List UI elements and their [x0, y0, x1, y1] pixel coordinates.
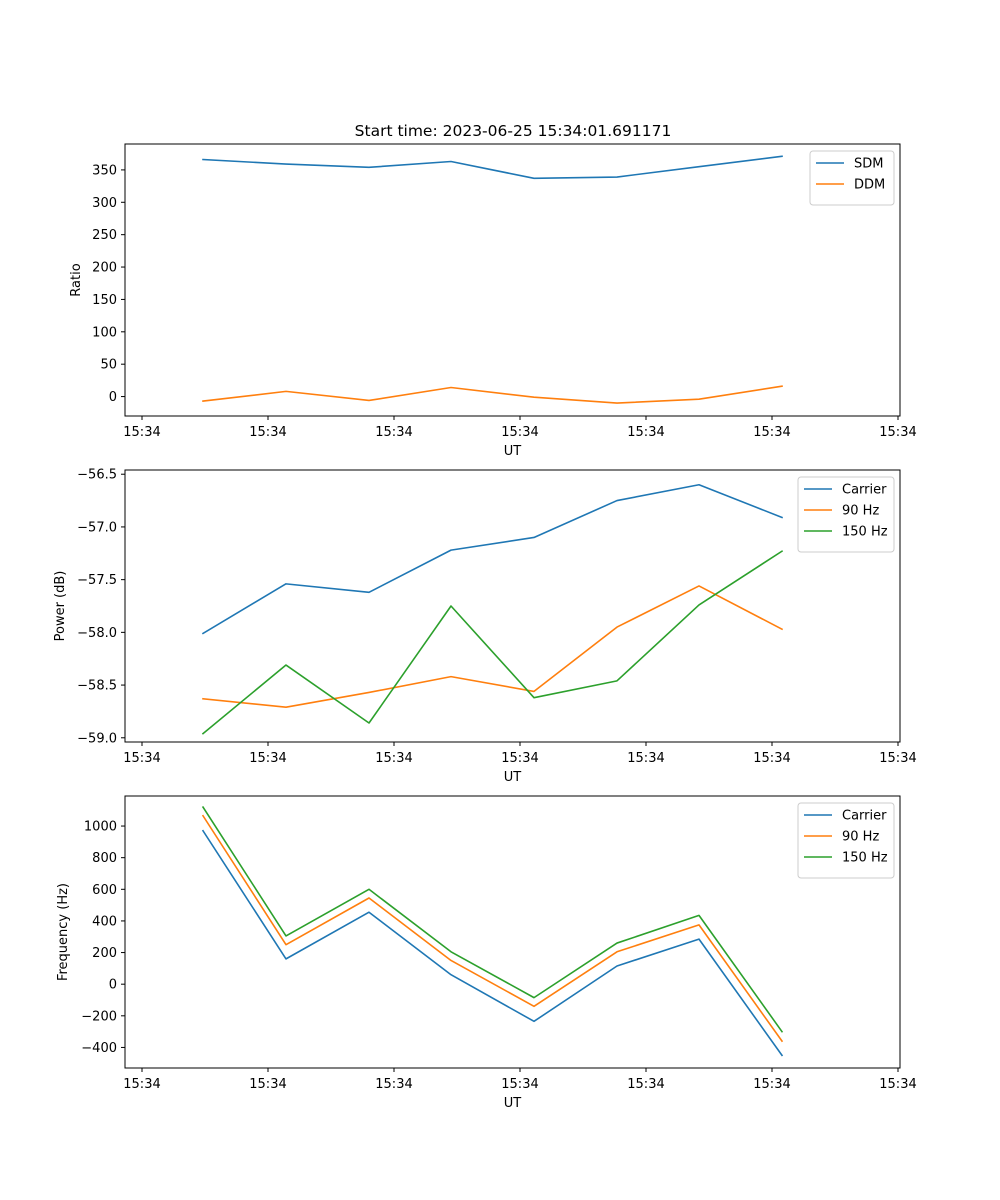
y-tick-label-ratio: 250 [92, 228, 117, 243]
y-tick-label-ratio: 50 [100, 358, 117, 373]
series-line-90-hz-power [202, 585, 784, 709]
panel-frequency: 15:34 15:34 15:34 15:34 15:34 15:34 15:34 −400 −… [56, 795, 917, 1111]
x-tick-label-frequency: 15:34 [375, 1077, 412, 1092]
x-axis-label-power: UT [504, 770, 522, 785]
x-tick-label-power: 15:34 [753, 751, 790, 766]
y-tick-label-ratio: 0 [109, 390, 117, 405]
x-tick-label-frequency: 15:34 [123, 1077, 160, 1092]
x-tick-label-power: 15:34 [123, 751, 160, 766]
y-tick-label-power: −56.5 [77, 468, 117, 483]
x-tick-label-frequency: 15:34 [753, 1077, 790, 1092]
x-tick-label-power: 15:34 [375, 751, 412, 766]
series-line-carrier-power [201, 483, 784, 635]
legend-ratio: SDM DDM [809, 150, 895, 206]
y-tick-label-power: −59.0 [77, 731, 117, 746]
legend-label-150-hz-power: 150 Hz [842, 525, 888, 540]
legend-label-ddm-ratio: DDM [854, 178, 885, 193]
series-line-carrier-frequency [201, 829, 784, 1057]
y-tick-label-frequency: 800 [92, 851, 117, 866]
panel-power: 15:34 15:34 15:34 15:34 15:34 15:34 15:34 −59.0… [53, 468, 917, 785]
chart-panels: 15:34 15:34 15:34 15:34 15:34 15:34 15:34 0 50 10… [53, 143, 917, 1111]
series-line-150-hz-power [201, 550, 784, 735]
x-tick-label-frequency: 15:34 [879, 1077, 916, 1092]
x-tick-label-ratio: 15:34 [627, 425, 664, 440]
y-tick-label-power: −57.0 [77, 520, 117, 535]
legend-label-carrier-frequency: Carrier [842, 809, 887, 824]
x-tick-label-frequency: 15:34 [501, 1077, 538, 1092]
x-axis-label-ratio: UT [504, 444, 522, 459]
x-tick-label-ratio: 15:34 [249, 425, 286, 440]
x-tick-label-power: 15:34 [627, 751, 664, 766]
y-tick-label-frequency: −200 [81, 1009, 117, 1024]
x-tick-label-ratio: 15:34 [501, 425, 538, 440]
y-tick-label-ratio: 100 [92, 325, 117, 340]
x-tick-label-ratio: 15:34 [123, 425, 160, 440]
y-axis-label-ratio: Ratio [69, 263, 84, 296]
y-tick-label-power: −58.5 [77, 679, 117, 694]
y-tick-label-frequency: 400 [92, 914, 117, 929]
x-tick-label-power: 15:34 [501, 751, 538, 766]
x-tick-label-frequency: 15:34 [627, 1077, 664, 1092]
legend-box-power [797, 476, 895, 553]
x-tick-label-power: 15:34 [879, 751, 916, 766]
legend-box-frequency [797, 802, 895, 879]
y-tick-label-frequency: 0 [109, 978, 117, 993]
axes-frame-frequency [124, 795, 901, 1069]
x-axis-label-frequency: UT [504, 1096, 522, 1111]
axes-frame-ratio [124, 143, 901, 417]
series-line-90-hz-frequency [201, 814, 784, 1043]
x-tick-label-ratio: 15:34 [753, 425, 790, 440]
x-tick-label-ratio: 15:34 [375, 425, 412, 440]
figure-title: Start time: 2023-06-25 15:34:01.691171 [355, 122, 672, 140]
y-tick-label-frequency: 1000 [84, 820, 117, 835]
legend-label-90-hz-frequency: 90 Hz [842, 830, 879, 845]
series-line-150-hz-frequency [201, 805, 784, 1033]
legend-box-ratio [809, 150, 895, 206]
y-tick-label-ratio: 350 [92, 163, 117, 178]
panel-ratio: 15:34 15:34 15:34 15:34 15:34 15:34 15:34 0 50 10… [69, 143, 917, 459]
y-tick-label-frequency: 600 [92, 883, 117, 898]
series-line-sdm-ratio [202, 155, 783, 180]
x-tick-label-ratio: 15:34 [879, 425, 916, 440]
legend-label-150-hz-frequency: 150 Hz [842, 851, 888, 866]
legend-label-sdm-ratio: SDM [854, 157, 883, 172]
legend-label-carrier-power: Carrier [842, 483, 887, 498]
legend-frequency: Carrier 90 Hz 150 Hz [797, 802, 895, 879]
series-line-ddm-ratio [202, 385, 783, 404]
x-tick-label-frequency: 15:34 [249, 1077, 286, 1092]
x-tick-label-power: 15:34 [249, 751, 286, 766]
y-axis-label-frequency: Frequency (Hz) [56, 883, 71, 981]
legend-label-90-hz-power: 90 Hz [842, 504, 879, 519]
y-tick-label-power: −58.0 [77, 626, 117, 641]
y-tick-label-ratio: 300 [92, 196, 117, 211]
axes-frame-power [124, 469, 901, 743]
y-tick-label-frequency: 200 [92, 946, 117, 961]
y-tick-label-frequency: −400 [81, 1041, 117, 1056]
y-tick-label-power: −57.5 [77, 573, 117, 588]
legend-power: Carrier 90 Hz 150 Hz [797, 476, 895, 553]
y-axis-label-power: Power (dB) [53, 571, 68, 642]
y-tick-label-ratio: 150 [92, 293, 117, 308]
y-tick-label-ratio: 200 [92, 261, 117, 276]
